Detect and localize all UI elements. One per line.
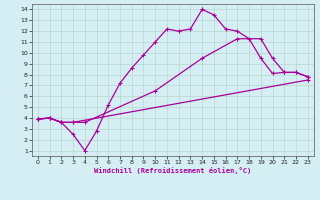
X-axis label: Windchill (Refroidissement éolien,°C): Windchill (Refroidissement éolien,°C)	[94, 167, 252, 174]
